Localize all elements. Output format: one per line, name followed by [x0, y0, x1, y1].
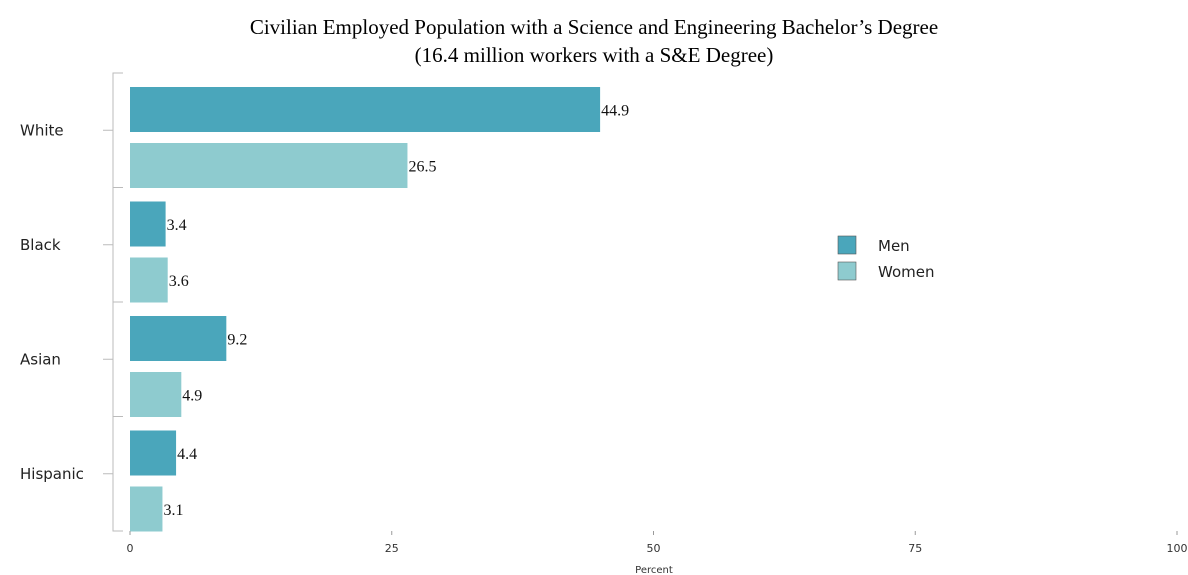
category-bracket: [112, 301, 123, 417]
legend: Men Women: [837, 235, 934, 281]
category-labels: White Black Asian Hispanic: [20, 121, 84, 483]
legend-label-women: Women: [878, 263, 934, 281]
bar-women: [130, 257, 168, 303]
legend-swatch-women: [837, 261, 857, 281]
data-label: 3.6: [169, 273, 189, 290]
legend-swatch-men: [837, 235, 857, 255]
data-label: 3.1: [163, 502, 183, 519]
x-axis-title: Percent: [635, 565, 673, 575]
x-axis: 0 25 50 75 100: [127, 531, 1188, 555]
legend-label-men: Men: [878, 237, 910, 255]
bar-men: [130, 316, 227, 361]
category-brackets: [103, 72, 123, 532]
bar-women: [130, 486, 163, 532]
category-label: White: [20, 121, 64, 139]
category-bracket: [112, 187, 123, 303]
data-label: 3.4: [167, 217, 187, 234]
bar-women: [130, 372, 182, 417]
chart-subtitle: (16.4 million workers with a S&E Degree): [415, 43, 774, 67]
x-tick-label: 25: [385, 542, 399, 555]
category-label: Hispanic: [20, 465, 84, 483]
data-label: 4.4: [177, 446, 197, 463]
category-label: Black: [20, 236, 61, 254]
category-bracket: [112, 72, 123, 188]
category-bracket: [112, 416, 123, 532]
x-tick-label: 50: [647, 542, 661, 555]
bar-men: [130, 87, 601, 132]
x-tick-label: 75: [908, 542, 922, 555]
bar-women: [130, 143, 408, 188]
data-label: 4.9: [182, 388, 202, 405]
x-tick-label: 100: [1167, 542, 1188, 555]
data-label: 26.5: [408, 159, 436, 176]
x-tick-label: 0: [127, 542, 134, 555]
data-label: 9.2: [227, 332, 247, 349]
category-label: Asian: [20, 350, 61, 368]
chart-title: Civilian Employed Population with a Scie…: [250, 15, 938, 39]
bars-group: 44.9 26.5 3.4 3.6 9.2 4.9 4.4 3.1: [130, 87, 629, 532]
data-label: 44.9: [601, 103, 629, 120]
bar-men: [130, 430, 177, 476]
bar-men: [130, 201, 166, 247]
